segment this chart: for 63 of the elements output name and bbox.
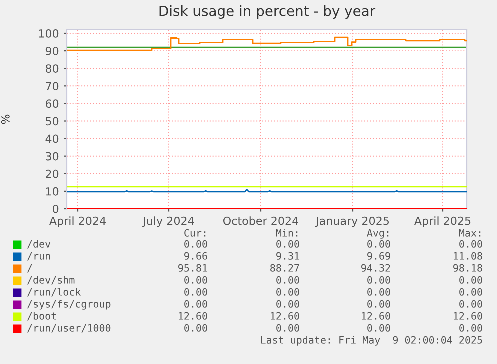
text: 95.81: [178, 264, 208, 272]
x-tick-label: January 2025: [315, 216, 389, 228]
text: Cur:: [184, 229, 206, 237]
y-tick-label: 100: [39, 29, 59, 38]
y-tick-label: 90: [46, 47, 59, 56]
text: Avg:: [367, 229, 389, 239]
text: 0.00: [184, 288, 208, 296]
y-tick-label: 20: [46, 170, 59, 178]
text: Min:: [276, 229, 298, 237]
text: 0.00: [460, 288, 482, 296]
legend-label: /dev/shm: [28, 276, 75, 285]
y-tick-label: 60: [46, 100, 59, 108]
text: 12.60: [271, 312, 300, 320]
y-tick-label: 50: [46, 117, 59, 126]
legend-label: /run/user/1000: [28, 324, 111, 333]
text: 9.69: [368, 252, 390, 260]
legend-label: /run: [28, 252, 50, 261]
text: 98.18: [454, 264, 482, 272]
y-tick-label: 0: [53, 204, 59, 214]
legend-label: /run/lock: [28, 288, 82, 297]
text: 0.00: [184, 324, 208, 332]
text: Last update: Fri May 9 02:00:04 2025: [261, 336, 482, 346]
text: 0.00: [368, 276, 390, 284]
chart-title: Disk usage in percent - by year: [160, 6, 376, 19]
text: 0.00: [368, 300, 390, 308]
text: 0.00: [184, 300, 208, 308]
text: 0.00: [276, 240, 300, 248]
text: 9.31: [276, 252, 300, 260]
legend-label: /sys/fs/cgroup: [28, 300, 111, 310]
text: 0.00: [460, 324, 482, 332]
text: 0.00: [276, 288, 300, 296]
text: 9.66: [184, 252, 208, 260]
text: 0.00: [460, 300, 482, 308]
text: 0.00: [368, 288, 390, 296]
y-tick-label: 30: [46, 152, 59, 161]
text: 0.00: [276, 324, 300, 332]
text: 0.00: [184, 240, 208, 248]
text: Max:: [459, 229, 481, 237]
text: 0.00: [276, 300, 300, 308]
x-tick-label: October 2024: [223, 216, 299, 226]
x-tick-label: April 2024: [49, 216, 106, 228]
text: 0.00: [368, 324, 390, 332]
text: 12.60: [179, 312, 208, 320]
legend-label: /boot: [28, 312, 56, 321]
text: 12.60: [362, 312, 390, 320]
text: 0.00: [460, 240, 482, 248]
y-axis-title: %: [1, 114, 10, 124]
x-tick-label: July 2024: [142, 216, 194, 228]
legend-label: /: [28, 264, 32, 273]
text: 11.08: [454, 252, 482, 260]
y-tick-label: 70: [46, 82, 59, 91]
y-tick-label: 10: [46, 187, 59, 196]
text: 94.32: [362, 264, 390, 272]
y-tick-label: 40: [46, 134, 59, 144]
text: 0.00: [276, 276, 300, 284]
legend-label: /dev: [28, 240, 51, 249]
text: 12.60: [454, 312, 482, 320]
x-tick-label: April 2025: [414, 216, 471, 228]
text: 0.00: [368, 240, 390, 248]
y-tick-label: 80: [46, 64, 59, 73]
text: 88.27: [270, 264, 300, 272]
text: 0.00: [184, 276, 208, 284]
text: 0.00: [460, 276, 482, 284]
